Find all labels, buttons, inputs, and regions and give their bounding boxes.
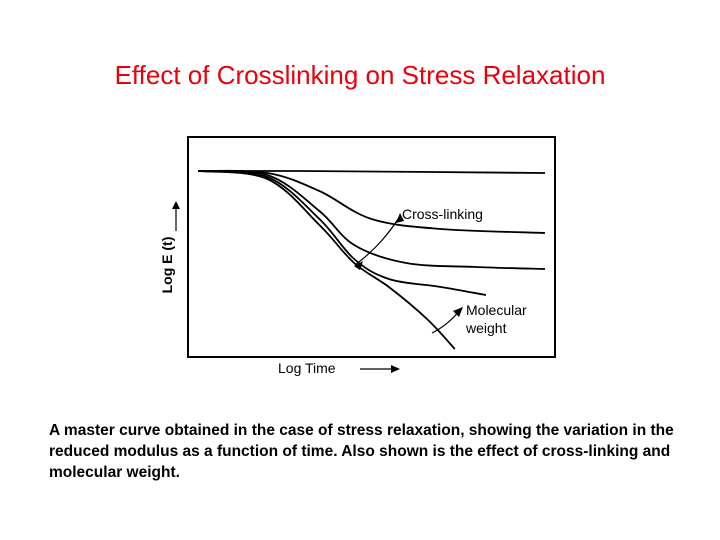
annotation-molecular-weight-line2: weight — [465, 320, 507, 336]
annotation-crosslinking: Cross-linking — [402, 206, 483, 222]
x-axis-label: Log Time — [278, 360, 336, 376]
curve-group — [197, 169, 546, 350]
y-axis-arrowhead — [172, 201, 180, 209]
relaxation-curve-3 — [197, 169, 546, 270]
relaxation-curve-4 — [197, 170, 487, 296]
molecular-weight-arrowhead — [453, 307, 463, 317]
chart-figure: Cross-linking Molecular weight Log E (t)… — [150, 125, 570, 395]
figure-caption: A master curve obtained in the case of s… — [49, 422, 674, 481]
relaxation-curve-5 — [197, 170, 456, 350]
stress-relaxation-chart: Cross-linking Molecular weight Log E (t)… — [159, 136, 556, 376]
relaxation-curve-2 — [197, 169, 546, 234]
x-axis-arrowhead — [391, 365, 400, 373]
annotation-molecular-weight-line1: Molecular — [466, 302, 527, 318]
crosslinking-arrow — [354, 215, 401, 266]
y-axis-label: Log E (t) — [159, 237, 175, 294]
crosslinking-arrowhead-bottom — [354, 261, 363, 270]
plot-frame — [187, 136, 556, 358]
slide-title: Effect of Crosslinking on Stress Relaxat… — [114, 60, 606, 90]
crosslinking-arrowhead-top — [396, 213, 404, 223]
